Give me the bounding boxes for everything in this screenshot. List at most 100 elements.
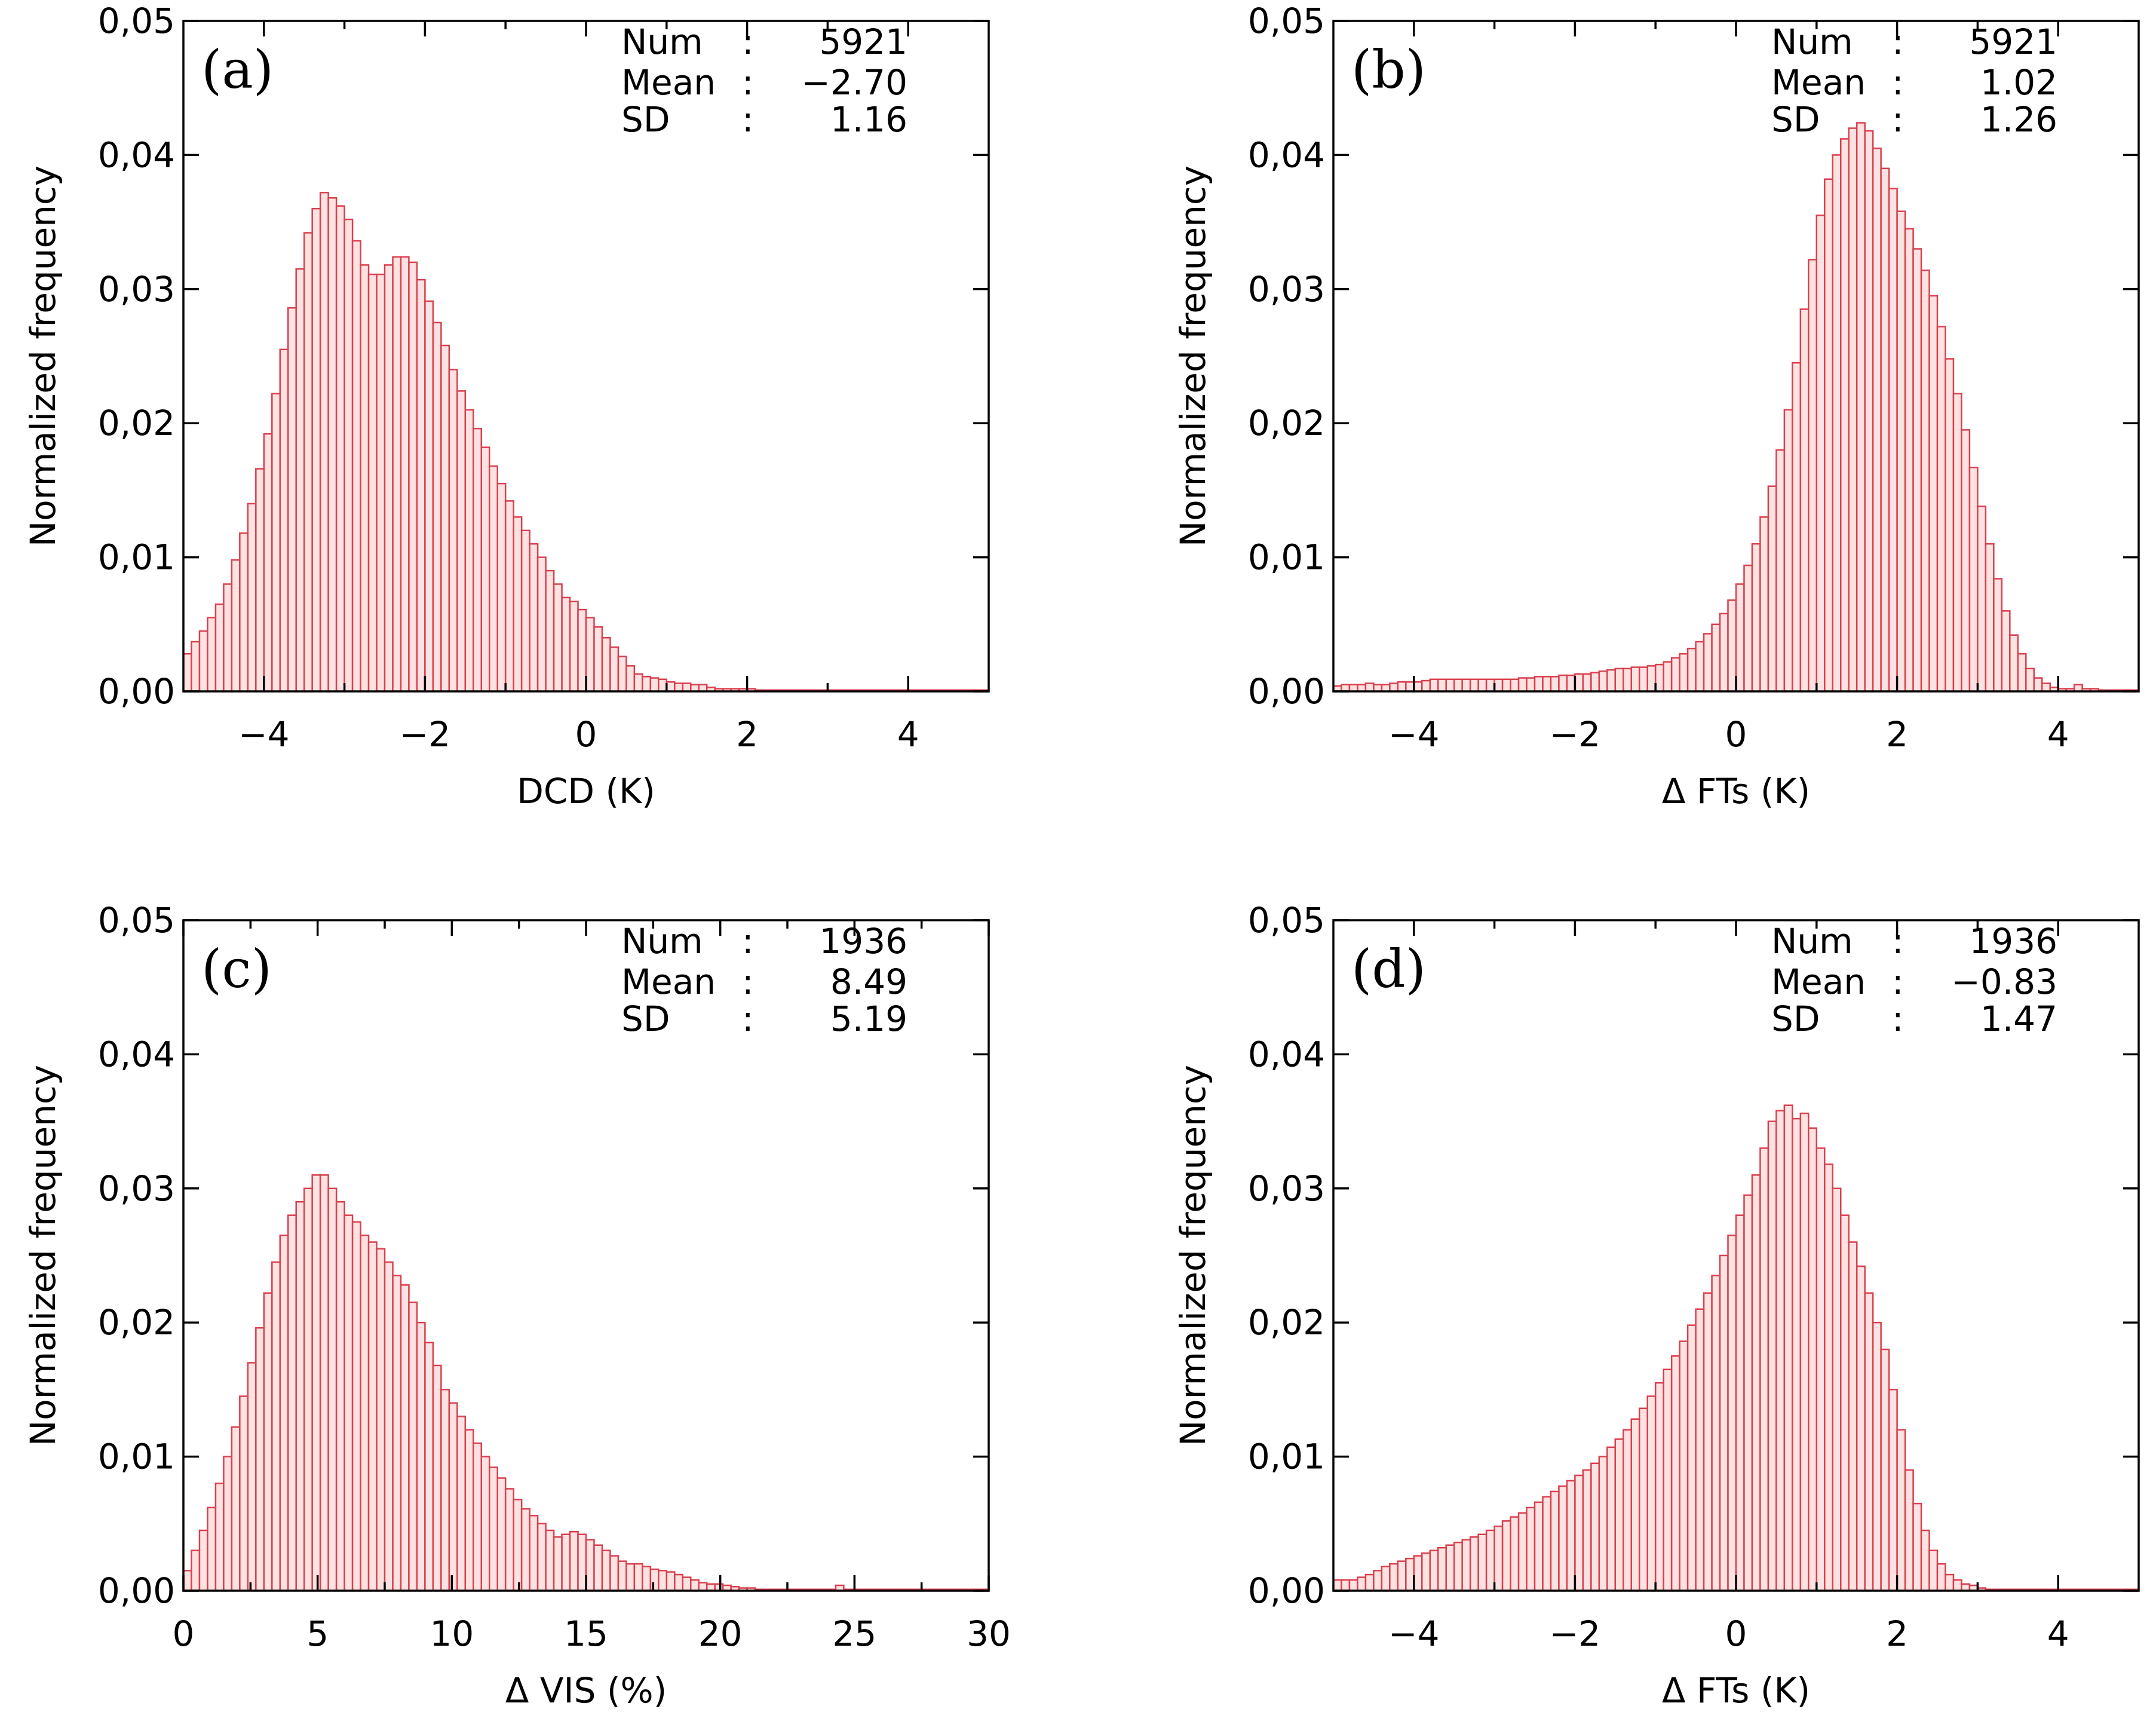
histogram-bar: [1719, 1254, 1729, 1592]
histogram-bar: [1670, 657, 1680, 693]
stat-label: Mean: [1771, 62, 1866, 103]
histogram-bar: [561, 596, 571, 693]
histogram-bar: [384, 264, 394, 693]
histogram-bar: [1630, 1418, 1640, 1592]
histogram-bar: [214, 603, 225, 693]
histogram-bar: [1832, 1187, 1842, 1592]
histogram-bar: [464, 1429, 474, 1592]
histogram-bar: [1413, 1555, 1423, 1592]
stat-value: 8.49: [830, 961, 907, 1002]
histogram-bar: [1783, 409, 1793, 693]
stat-label: Num: [621, 22, 703, 62]
stat-separator: :: [1892, 99, 1904, 140]
histogram-bar: [367, 1241, 378, 1592]
stat-separator: :: [742, 999, 754, 1039]
histogram-bar: [1614, 667, 1624, 693]
histogram-bar: [649, 677, 660, 693]
histogram-bar: [1461, 678, 1471, 693]
y-tick-label: 0,04: [1248, 1034, 1325, 1074]
histogram-bar: [376, 1248, 386, 1592]
histogram-bar: [496, 482, 507, 693]
histogram-bar: [1719, 612, 1729, 693]
histogram-bar: [287, 1214, 297, 1592]
histogram-bar: [1510, 678, 1520, 693]
histogram-bar: [1888, 1389, 1898, 1592]
histogram-bar: [658, 1570, 668, 1592]
y-tick-label: 0,05: [1248, 900, 1325, 941]
histogram-bar: [1945, 1573, 1955, 1592]
stat-value: 1.16: [830, 99, 907, 140]
histogram-bar: [1461, 1539, 1471, 1592]
histogram-bar: [633, 1563, 643, 1592]
stat-label: Mean: [621, 961, 716, 1002]
histogram-bar: [311, 207, 321, 693]
histogram-bar: [1695, 641, 1705, 693]
histogram-bar: [473, 1442, 483, 1592]
x-tick-label: −4: [238, 714, 290, 755]
histogram-bar: [1703, 633, 1713, 693]
stat-separator: :: [742, 62, 754, 103]
histogram-bar: [633, 673, 643, 693]
panel-label: (c): [201, 938, 272, 1000]
histogram-bar: [464, 409, 474, 693]
histogram-bar: [1332, 1579, 1342, 1592]
histogram-bar: [263, 433, 273, 693]
histogram-bar: [400, 256, 410, 693]
histogram-bar: [1703, 1292, 1713, 1592]
x-tick-label: 30: [967, 1613, 1011, 1654]
stat-value: −0.83: [1951, 961, 2057, 1002]
histogram-bar: [360, 1235, 370, 1592]
histogram-bar: [473, 427, 483, 693]
histogram-bar: [1775, 1110, 1786, 1592]
histogram-bar: [424, 300, 434, 693]
histogram-bar: [1928, 295, 1939, 693]
histogram-bar: [360, 264, 370, 693]
histogram-bar: [1646, 1395, 1657, 1592]
histogram-bar: [1582, 1469, 1592, 1592]
histogram-bar: [520, 1508, 530, 1592]
stat-value: 1.47: [1980, 999, 2057, 1039]
histogram-bar: [1945, 358, 1955, 693]
histogram-bar: [1679, 653, 1689, 693]
histogram-bar: [1389, 682, 1399, 693]
histogram-bar: [231, 1426, 241, 1592]
histogram-bar: [504, 500, 514, 693]
histogram-bar: [207, 617, 217, 693]
histogram-bar: [271, 1261, 281, 1592]
x-tick-label: 2: [1886, 1613, 1908, 1654]
histogram-bar: [1952, 1579, 1962, 1592]
histogram-bar: [2009, 634, 2019, 693]
histogram-bar: [400, 1284, 410, 1592]
histogram-bar: [1767, 485, 1777, 693]
stat-label: Num: [1771, 921, 1853, 961]
stat-label: Num: [1771, 22, 1853, 62]
histogram-bar: [1952, 393, 1962, 693]
histogram-bar: [1517, 1512, 1528, 1592]
x-tick-label: 5: [306, 1613, 329, 1654]
histogram-bar: [1445, 678, 1455, 693]
histogram-bar: [1993, 578, 2003, 693]
histogram-bar: [408, 1301, 418, 1592]
histogram-bar: [665, 1571, 676, 1592]
histogram-bar: [279, 1235, 289, 1592]
histogram-bar: [1864, 130, 1874, 693]
x-tick-label: 0: [1725, 714, 1747, 755]
histogram-bar: [689, 1579, 700, 1592]
histogram-bar: [223, 583, 233, 693]
histogram-bar: [1872, 147, 1882, 693]
histogram-bar: [1904, 1469, 1914, 1592]
histogram-bar: [1663, 661, 1673, 693]
x-axis-title: DCD (K): [517, 771, 655, 811]
stat-label: SD: [1771, 99, 1820, 140]
histogram-bar: [448, 1402, 458, 1592]
y-tick-label: 0,00: [1248, 1570, 1325, 1611]
stat-label: SD: [621, 999, 670, 1039]
histogram-bar: [1582, 673, 1592, 693]
histogram-bar: [1437, 1546, 1447, 1592]
histogram-bar: [593, 626, 603, 693]
histogram-bar: [513, 1499, 523, 1592]
y-tick-label: 0,00: [1248, 671, 1325, 712]
y-tick-label: 0,05: [98, 900, 175, 941]
histogram-bar: [536, 556, 547, 693]
stat-separator: :: [742, 961, 754, 1002]
